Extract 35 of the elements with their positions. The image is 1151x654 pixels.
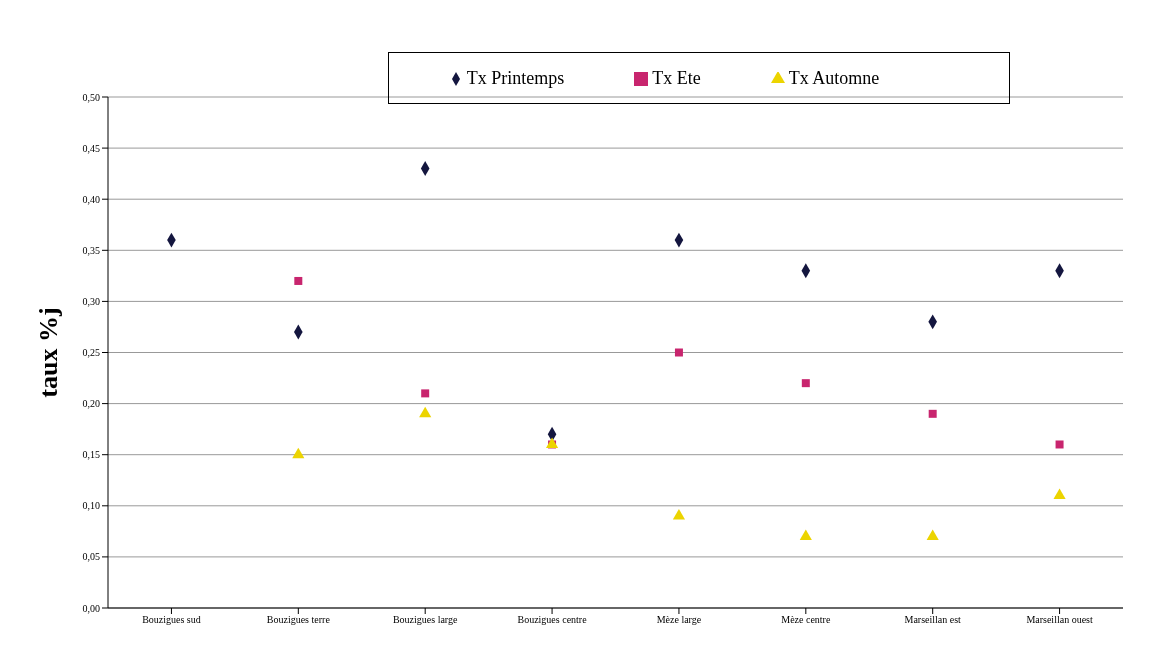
y-tick-label: 0,45: [82, 142, 100, 154]
point: [926, 529, 939, 540]
y-tick-label: 0,10: [82, 500, 100, 512]
point: [1055, 440, 1064, 449]
point: [1053, 488, 1066, 500]
y-tick-label: 0,00: [82, 602, 100, 614]
y-tick-label: 0,35: [82, 244, 100, 256]
y-tick-label: 0,20: [82, 398, 100, 410]
y-tick-label: 0,30: [82, 295, 100, 307]
x-tick-label: Marseillan ouest: [1026, 614, 1093, 626]
x-tick-label: Mèze centre: [781, 614, 831, 626]
x-tick-label: Bouzigues sud: [142, 614, 201, 626]
legend-label: Tx Ete: [652, 67, 701, 88]
y-tick-label: 0,50: [82, 91, 100, 103]
y-axis-title: taux %j: [34, 307, 64, 398]
legend-label: Tx Automne: [788, 67, 880, 88]
y-tick-label: 0,05: [82, 551, 100, 563]
x-tick-label: Marseillan est: [904, 614, 962, 626]
legend-label: Tx Printemps: [466, 67, 565, 88]
point: [674, 348, 683, 357]
x-tick-label: Bouzigues terre: [266, 614, 331, 626]
point: [421, 389, 430, 398]
y-tick-label: 0,25: [82, 347, 100, 359]
point: [801, 379, 810, 388]
x-tick-label: Mèze large: [656, 614, 702, 626]
point: [928, 409, 937, 418]
y-tick-label: 0,15: [82, 449, 100, 461]
point: [294, 276, 303, 285]
point: [292, 447, 305, 459]
point: [799, 529, 812, 540]
y-tick-label: 0,40: [82, 193, 100, 205]
x-tick-label: Bouzigues large: [392, 614, 458, 626]
point: [672, 509, 686, 520]
x-tick-label: Bouzigues centre: [517, 614, 588, 626]
point: [419, 406, 432, 418]
